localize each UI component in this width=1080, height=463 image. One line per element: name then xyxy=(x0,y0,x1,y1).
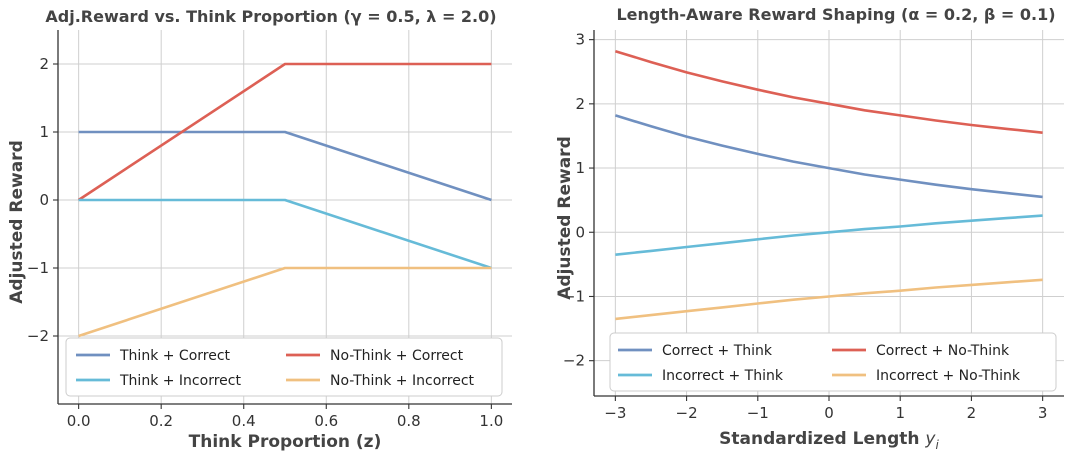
series-line-no-think-correct xyxy=(77,62,492,202)
series-line-correct-no-think xyxy=(615,49,1043,134)
legend-label: Think + Correct xyxy=(119,348,231,364)
y-tick-label: 1 xyxy=(575,159,585,177)
legend-label: No-Think + Incorrect xyxy=(330,373,475,389)
y-tick-label: 3 xyxy=(575,31,585,49)
x-tick-label: 0 xyxy=(824,404,834,422)
legend: Correct + Think Correct + No-Think Incorre… xyxy=(609,332,1057,392)
y-tick-label: 1 xyxy=(39,123,49,141)
legend-label: Incorrect + Think xyxy=(662,368,784,384)
legend-label: No-Think + Correct xyxy=(330,348,464,364)
legend-label: Incorrect + No-Think xyxy=(876,368,1021,384)
y-tick-label: 0 xyxy=(39,191,49,209)
series-line-think-incorrect xyxy=(78,198,492,270)
y-tick-label: −1 xyxy=(563,287,585,305)
legend-box xyxy=(65,337,503,397)
legend-box xyxy=(609,332,1057,392)
y-tick-label: −1 xyxy=(27,259,49,277)
legend-label: Think + Incorrect xyxy=(119,373,241,389)
series-line-no-think-incorrect xyxy=(78,266,492,338)
series-line-correct-think xyxy=(615,114,1043,199)
x-tick-label: 0.2 xyxy=(149,412,173,430)
chart-title: Adj.Reward vs. Think Proportion (γ = 0.5… xyxy=(45,7,496,26)
x-tick-label: 2 xyxy=(967,404,977,422)
x-tick-label: 0.6 xyxy=(314,412,338,430)
series-line-think-correct xyxy=(78,130,492,202)
x-axis-label-subscript: i xyxy=(935,438,939,452)
y-tick-label: 2 xyxy=(39,55,49,73)
legend-label: Correct + Think xyxy=(662,343,773,359)
x-tick-label: 1 xyxy=(895,404,905,422)
series-line-incorrect-think xyxy=(615,214,1043,256)
x-tick-label: −3 xyxy=(604,404,626,422)
x-tick-label: 3 xyxy=(1038,404,1048,422)
y-tick-label: −2 xyxy=(563,352,585,370)
x-axis-label: Standardized Length yi xyxy=(719,429,939,452)
x-tick-label: 1.0 xyxy=(479,412,503,430)
y-axis-label: Adjusted Reward xyxy=(7,140,27,303)
chart-title: Length-Aware Reward Shaping (α = 0.2, β … xyxy=(616,5,1055,24)
x-tick-label: 0.4 xyxy=(232,412,256,430)
x-axis-label-variable: y xyxy=(924,429,936,449)
x-tick-label: −1 xyxy=(747,404,769,422)
x-tick-label: 0.8 xyxy=(397,412,421,430)
chart-panel-1: 0.0 0.2 0.4 0.6 0.8 1.0 −2 −1 0 1 2 Adj.Reward vs. … xyxy=(7,7,512,452)
chart-panel-2: −3 −2 −1 0 1 2 3 −2 −1 0 1 2 3 Length-Aware Reward Sh… xyxy=(555,5,1064,452)
legend-label: Correct + No-Think xyxy=(876,343,1010,359)
y-axis-label: Adjusted Reward xyxy=(555,136,575,299)
y-tick-label: −2 xyxy=(27,327,49,345)
y-tick-label: 0 xyxy=(575,223,585,241)
legend: Think + Correct No-Think + Correct Think +… xyxy=(65,337,503,397)
x-axis-label: Think Proportion (z) xyxy=(189,432,382,452)
x-tick-label: 0.0 xyxy=(67,412,91,430)
x-tick-label: −2 xyxy=(676,404,698,422)
y-tick-label: 2 xyxy=(575,95,585,113)
series-line-incorrect-no-think xyxy=(615,278,1043,321)
